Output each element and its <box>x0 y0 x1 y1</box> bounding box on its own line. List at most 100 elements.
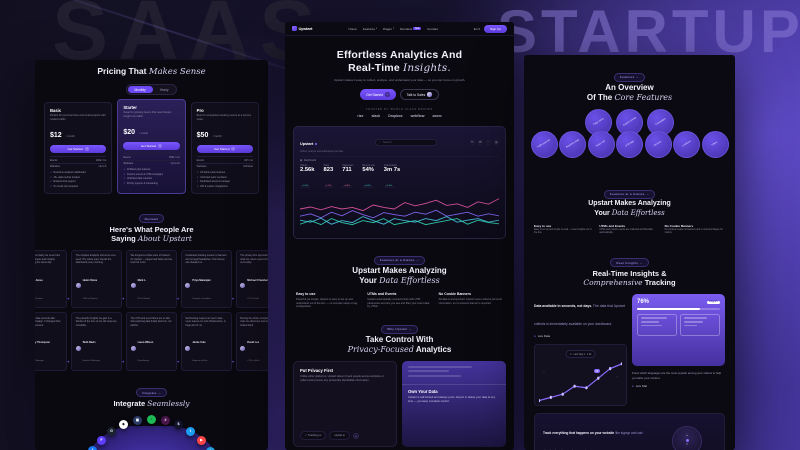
custom-events-card: Track everything that happens on your we… <box>534 413 725 450</box>
live-data-rest: The data that Upstart collects is immedi… <box>534 304 625 327</box>
glance-column-text: Powerful yet simple. Upstart is easy to … <box>296 297 358 309</box>
why-title-accent: Privacy-Focused <box>347 345 414 354</box>
home-page-screenshot: Upstart Home Features ▾ Pages ▾ <box>285 22 514 450</box>
integration-glyph: ♪ <box>150 416 153 421</box>
nav-link[interactable]: Contact <box>427 27 438 31</box>
testimonials-title-line2: Saying About Upstart <box>35 234 268 243</box>
integration-icon: ✈ <box>206 446 215 450</box>
testimonial-role: VP of Growth <box>137 297 150 300</box>
user-avatar-icon[interactable]: ◍ <box>493 139 499 145</box>
chevron-down-icon: ▾ <box>392 27 395 30</box>
down-arrow-icon[interactable]: ▼ <box>685 442 689 446</box>
get-started-button[interactable]: Get Started → <box>50 144 107 154</box>
nav-link[interactable]: Pages ▾ <box>383 27 394 31</box>
glance-column-title: Easy to use <box>296 292 316 297</box>
search-box[interactable]: ⌕ <box>375 139 438 146</box>
languages-block: 76% English Know which languages are the… <box>632 294 725 406</box>
overview-badge[interactable]: Features → <box>613 72 646 82</box>
search-input[interactable] <box>382 140 434 144</box>
toggle-yearly[interactable]: Yearly <box>159 87 169 92</box>
glance-column: No Cookie Banners All data is anonymized… <box>439 292 503 309</box>
check-icon: ✓ <box>50 175 53 179</box>
glance-section: Features at a Glance → Upstart Makes Ana… <box>524 182 735 236</box>
refresh-icon[interactable]: ↻ <box>469 139 475 145</box>
range-pill[interactable]: ⊙ Last Day ▾ 1.2k <box>565 350 596 359</box>
testimonial-meta: Priya Natarajan Founder at Loopline <box>185 268 227 304</box>
integration-icon: t <box>186 426 195 436</box>
toggle-monthly[interactable]: Monthly <box>127 86 153 94</box>
integrations-badge[interactable]: Integrate → <box>135 388 168 397</box>
glance-badge[interactable]: Features at a Glance → <box>373 255 426 265</box>
stat-card: Visitors 2.56k +2.3% <box>300 165 315 192</box>
feature-bubble-label: Devices <box>653 141 662 148</box>
gear-icon[interactable]: ⚙ <box>477 139 483 145</box>
sign-up-button[interactable]: Sign Up <box>483 24 507 33</box>
live-data-link[interactable]: ● Live Data <box>534 334 627 338</box>
nav-new-badge: New <box>413 27 422 30</box>
hero-title-line1: Effortless Analytics And <box>336 49 463 61</box>
mini-table <box>637 313 677 336</box>
stat-card: Visit duration 3m 7s +1.4% <box>383 165 400 192</box>
testimonial-card: Moving the whole company to Upstart took… <box>235 312 268 371</box>
glance-badge[interactable]: Features at a Glance → <box>603 189 656 199</box>
get-started-button[interactable]: Get Started → <box>196 144 253 154</box>
stats-row: Visitors 2.56k +2.3% Visits 823 -1.2% Pa… <box>300 165 499 192</box>
language-selector[interactable]: En ▾ <box>473 26 480 31</box>
privacy-card-title: Put Privacy First <box>300 368 334 373</box>
plan-feature: ✓ Dedicated account manager <box>197 180 253 183</box>
brand[interactable]: Upstart <box>292 26 313 31</box>
limit-value: 100k / mo <box>95 158 107 162</box>
nav-link-label: Features <box>362 26 375 31</box>
nav-right: En ▾ Sign Up <box>473 24 507 33</box>
testimonials-badge[interactable]: Reviews <box>138 214 165 224</box>
feature-text: All Basic plan features <box>126 168 151 172</box>
testimonial-quote: The simplest analytics tool we've ever u… <box>75 254 116 265</box>
stat-label: Visitors <box>300 164 308 167</box>
nav-link[interactable]: Domains New <box>400 27 422 31</box>
glance-title-plain: Your <box>359 276 377 286</box>
integration-glyph: t <box>189 428 192 433</box>
feature-text: API & custom integrations <box>200 184 228 188</box>
dashboard-toolbar-icons: ↻ ⚙ ♡ ◍ <box>469 139 499 145</box>
up-arrow-icon[interactable]: ▲ <box>685 434 689 438</box>
talk-to-sales-button[interactable]: Talk to Sales <box>399 88 439 101</box>
plan-feature: ✓ Email & chat support <box>50 180 106 183</box>
glance-column-title: Easy to use <box>534 223 552 228</box>
testimonials-title-accent: About Upstart <box>137 234 192 244</box>
hero-title-plain: Real-Time <box>348 62 400 75</box>
arrow-icon: → <box>385 92 390 97</box>
add-button[interactable]: + <box>352 432 359 439</box>
integration-glyph: F <box>100 437 103 442</box>
get-started-button[interactable]: Get Started → <box>123 141 180 151</box>
get-started-button[interactable]: Get Started → <box>360 88 396 101</box>
live-stat-link[interactable]: ● Live Stat <box>632 384 725 388</box>
nav-link[interactable]: Features ▾ <box>363 27 377 31</box>
check-icon: ✓ <box>50 180 53 184</box>
avatar <box>75 283 81 289</box>
progress-track <box>637 307 720 310</box>
domain-pill[interactable]: upstart.io <box>329 431 350 440</box>
stat-delta-badge: -0.9% <box>342 184 352 188</box>
testimonial-name: Laura Wilson <box>137 341 154 344</box>
notifications-icon[interactable]: ♡ <box>485 139 491 145</box>
realtime-badge[interactable]: Real Insights → <box>610 258 649 268</box>
overview-title-line1: An Overview <box>605 83 654 92</box>
limit-label: Events <box>196 158 204 162</box>
mock-row <box>408 366 473 368</box>
check-icon: ✓ <box>123 181 126 185</box>
nav-link[interactable]: Home <box>348 27 356 31</box>
feature-text: Dedicated account manager <box>200 180 231 184</box>
billing-toggle[interactable]: Monthly Yearly <box>125 84 178 96</box>
avatar <box>75 345 81 351</box>
dashboard-breadcrumb[interactable]: ▦ Dashboard <box>300 155 499 162</box>
integrations-arc: N f F G ◈ ▣ ♪ # $ t <box>35 410 268 450</box>
testimonial-card: The UTM and event filters are so fast th… <box>126 312 179 371</box>
why-badge[interactable]: Why Upstart → <box>381 324 418 334</box>
languages-badge: English <box>706 300 720 305</box>
feature-text: Real-time analytics dashboard <box>53 171 86 175</box>
tracking-toggle-pill[interactable]: ✓ Tracking on <box>300 431 327 440</box>
testimonial-meta: Wesley Thompson Product Manager <box>35 330 63 366</box>
features-glance-section: Features at a Glance → Upstart Makes Ana… <box>285 248 514 309</box>
get-started-label: Get Started <box>366 92 384 97</box>
mini-table <box>680 313 720 336</box>
